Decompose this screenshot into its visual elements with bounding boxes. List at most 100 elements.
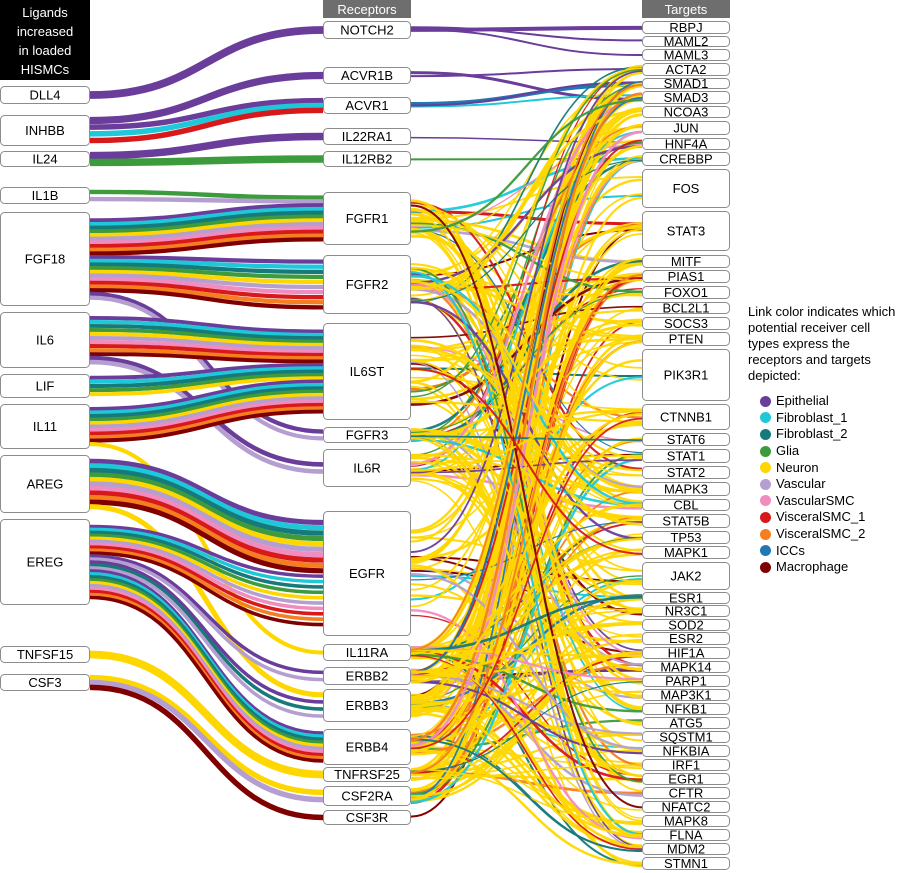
target-node-acta2: ACTA2 xyxy=(642,62,730,77)
link-inhbb-acvr1-epithelial xyxy=(89,97,324,130)
link-lif-il6st-glia xyxy=(89,372,324,393)
target-node-rbpj: RBPJ xyxy=(642,20,730,35)
legend-swatch xyxy=(760,462,771,474)
link-ereg-egfr-macrophage xyxy=(89,551,324,627)
link-il6-il6st-epithelial xyxy=(89,315,324,334)
receptor-node-erbb2: ERBB2 xyxy=(323,667,411,685)
link-csf2ra-hif1a-neuron xyxy=(410,650,643,798)
receptor-label: ACVR1B xyxy=(341,68,393,83)
receptor-label: ERBB2 xyxy=(346,669,389,684)
link-acvr1b-acta2-epithelial xyxy=(410,68,643,78)
target-label: RBPJ xyxy=(669,20,702,35)
link-il11-il6st-vascular xyxy=(89,396,324,429)
target-node-stat2: STAT2 xyxy=(642,465,730,480)
target-box xyxy=(642,787,730,799)
legend-label: VascularSMC xyxy=(776,492,855,508)
ligand-label: IL24 xyxy=(32,152,57,167)
receptor-node-fgfr2: FGFR2 xyxy=(323,255,411,314)
target-box xyxy=(642,592,730,604)
target-box xyxy=(642,211,730,251)
receptor-box xyxy=(323,151,411,167)
target-node-cftr: CFTR xyxy=(642,786,730,801)
link-fgfr2-ncoa3-neuron xyxy=(410,109,643,291)
target-box xyxy=(642,717,730,729)
ligand-node-lif: LIF xyxy=(0,374,90,398)
receptor-label: ERBB4 xyxy=(346,740,389,755)
target-label: NR3C1 xyxy=(665,604,708,619)
target-box xyxy=(642,773,730,785)
target-node-nfkbia: NFKBIA xyxy=(642,744,730,759)
target-box xyxy=(642,138,730,150)
ligand-box xyxy=(0,86,90,104)
target-label: PARP1 xyxy=(665,674,707,689)
link-il6-il6st-visceralsmc-2 xyxy=(89,348,324,361)
legend-label: Neuron xyxy=(776,459,819,475)
link-il11-il6st-vascularsmc xyxy=(89,399,324,432)
ligand-label: EREG xyxy=(27,555,64,570)
link-fgf18-fgfr2-vascular xyxy=(89,273,324,290)
target-node-crebbp: CREBBP xyxy=(642,152,730,167)
receptor-box xyxy=(323,767,411,782)
link-il6st-bcl2l1-macrophage xyxy=(410,305,643,339)
target-box xyxy=(642,801,730,813)
receptor-node-notch2: NOTCH2 xyxy=(323,21,411,39)
target-node-map3k1: MAP3K1 xyxy=(642,688,730,703)
link-tnfrsf25-egr1-neuron xyxy=(410,773,643,781)
legend-label: Epithelial xyxy=(776,393,829,409)
link-il1b-fgfr1-vascular xyxy=(89,196,324,204)
receptor-node-egfr: EGFR xyxy=(323,511,411,636)
target-label: NFATC2 xyxy=(662,800,711,815)
link-il11-il6st-visceralsmc-2 xyxy=(89,406,324,440)
legend-item-visceralsmc-1: VisceralSMC_1 xyxy=(748,509,900,526)
target-box xyxy=(642,21,730,34)
target-node-stat6: STAT6 xyxy=(642,432,730,447)
target-box xyxy=(642,286,730,299)
receptor-box xyxy=(323,323,411,420)
link-il6r-jun-fibroblast-1 xyxy=(410,130,643,472)
link-tnfrsf25-pias1-visceralsmc-2 xyxy=(410,274,643,774)
link-fgfr1-nfatc2-macrophage xyxy=(410,204,643,809)
target-box xyxy=(642,121,730,135)
receptor-label: NOTCH2 xyxy=(340,23,393,38)
target-box xyxy=(642,255,730,268)
link-il24-il22ra1-epithelial xyxy=(89,132,324,160)
target-box xyxy=(642,857,730,870)
link-fgf18-fgfr1-macrophage xyxy=(89,237,324,256)
link-erbb4-esr1-neuron xyxy=(410,597,643,746)
legend-label: VisceralSMC_2 xyxy=(776,526,866,542)
target-box xyxy=(642,605,730,617)
legend-swatch xyxy=(760,395,771,407)
legend-label: Fibroblast_1 xyxy=(776,409,848,425)
link-il6r-ctnnb1-neuron xyxy=(410,410,643,472)
link-fgf18-fgfr2-visceralsmc-2 xyxy=(89,284,324,305)
link-fgf18-fgfr1-fibroblast-2 xyxy=(89,210,324,230)
link-egfr-hnf4a-neuron xyxy=(410,145,643,608)
target-box xyxy=(642,317,730,330)
link-fgf18-fgfr1-glia xyxy=(89,214,324,234)
target-node-hif1a: HIF1A xyxy=(642,646,730,661)
link-il6-il6st-glia xyxy=(89,327,324,344)
target-box xyxy=(642,815,730,827)
receptor-box xyxy=(323,255,411,314)
link-egfr-ctnnb1-neuron xyxy=(410,423,643,561)
legend-label: Vascular xyxy=(776,476,826,492)
column-headers: Ligands increased in loaded HISMCs Recep… xyxy=(0,0,730,80)
ligand-receptor-links xyxy=(89,26,324,821)
link-fgfr1-smad3-glia xyxy=(410,99,643,233)
link-ereg-egfr-vascularsmc xyxy=(89,542,324,611)
link-dll4-notch2-epithelial xyxy=(89,26,324,99)
target-box xyxy=(642,731,730,743)
receptor-label: IL6R xyxy=(353,461,380,476)
target-node-esr1: ESR1 xyxy=(642,591,730,606)
ligand-node-areg: AREG xyxy=(0,455,90,513)
target-node-ctnnb1: CTNNB1 xyxy=(642,404,730,430)
link-il1b-fgfr1-glia xyxy=(89,189,324,200)
target-box xyxy=(642,106,730,118)
link-ereg-egfr-visceralsmc-1 xyxy=(89,545,324,616)
legend-item-epithelial: Epithelial xyxy=(748,393,900,410)
target-box xyxy=(642,647,730,659)
link-areg-egfr-vascular xyxy=(89,481,324,552)
target-box xyxy=(642,562,730,590)
link-areg-egfr-vascularsmc xyxy=(89,485,324,558)
target-label: FOS xyxy=(673,181,700,196)
